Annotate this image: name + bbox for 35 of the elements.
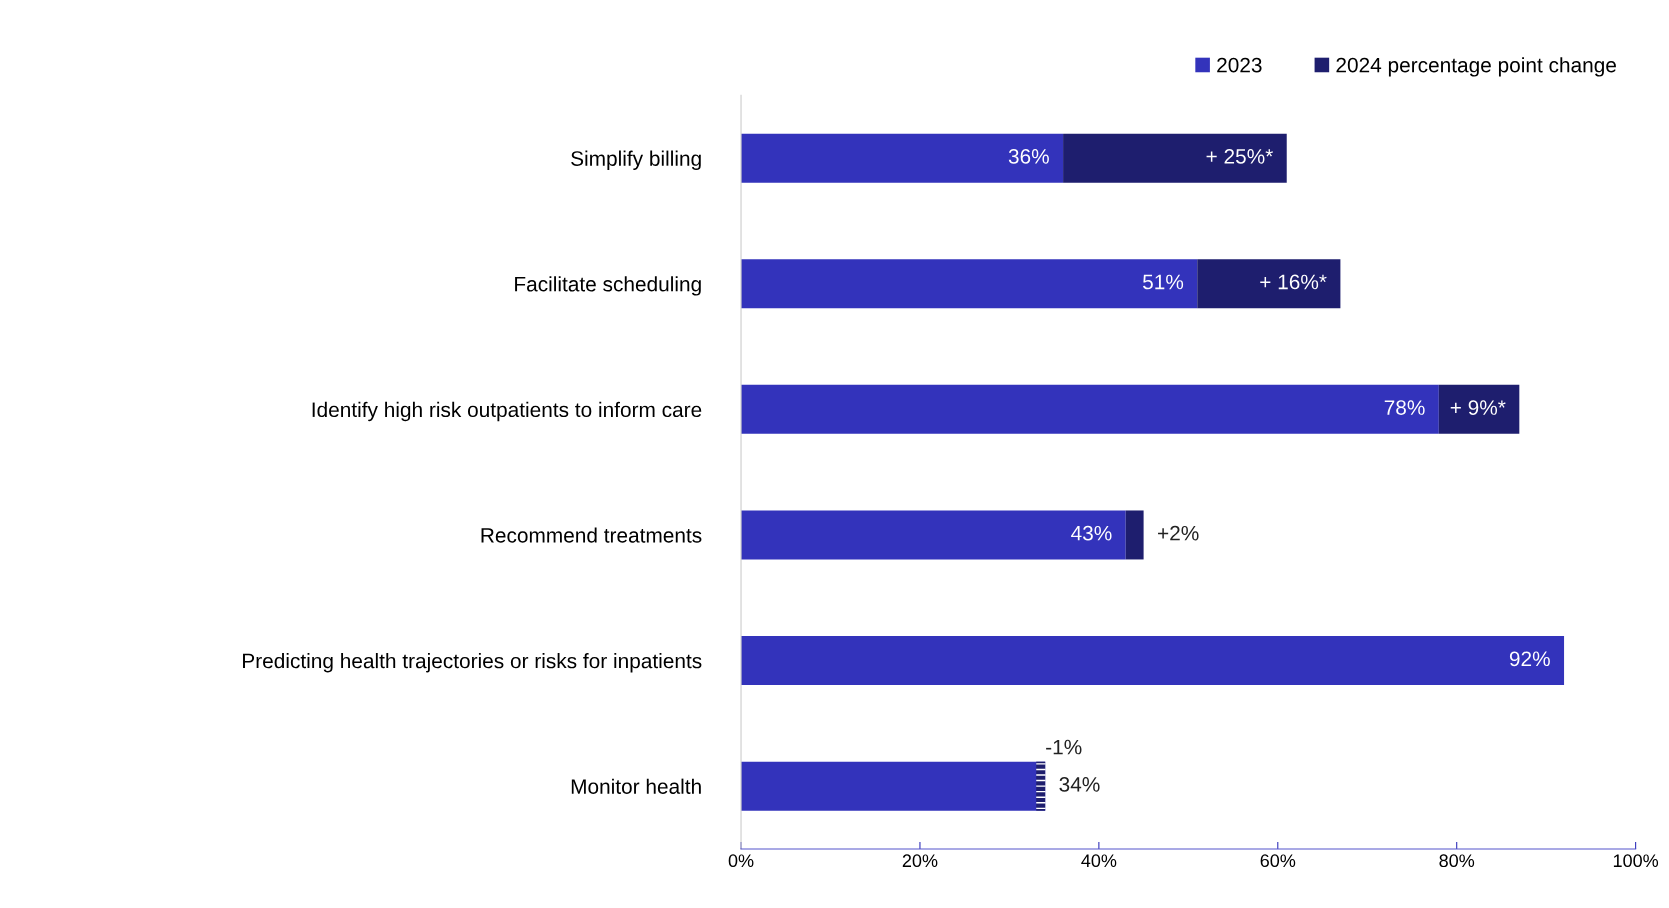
x-tick-label: 60%: [1260, 854, 1296, 868]
data-label: 43%: [1071, 525, 1112, 541]
y-tick-label: Facilitate scheduling: [515, 276, 701, 296]
bar: [741, 259, 1198, 309]
bar: [1125, 510, 1144, 560]
data-label: 34%: [1059, 777, 1100, 792]
x-tick-label: 20%: [902, 854, 938, 868]
legend-label: 2023: [1217, 57, 1262, 73]
bar: [741, 133, 1064, 183]
data-label: 92%: [1509, 651, 1550, 667]
y-tick-label: Simplify billing: [571, 150, 701, 171]
y-tick-label: Recommend treatments: [481, 527, 702, 543]
legend-label: 2024 percentage point change: [1336, 57, 1616, 77]
data-label: 78%: [1384, 400, 1425, 415]
bar: [1197, 259, 1341, 309]
data-label: + 16%*: [1260, 274, 1327, 290]
x-tick-label: 100%: [1613, 854, 1659, 868]
bar: [1036, 761, 1046, 811]
y-tick-label: Predicting health trajectories or risks for inpatients: [243, 653, 702, 673]
data-label: -1%: [1046, 739, 1082, 755]
bar: [741, 510, 1126, 560]
data-label: + 9%*: [1450, 400, 1506, 415]
bar: [1438, 384, 1520, 434]
bar: [1063, 133, 1287, 183]
y-tick-label: Monitor health: [571, 778, 701, 794]
bar: [741, 384, 1439, 434]
data-label: 51%: [1142, 274, 1184, 290]
y-tick-label: Identify high risk outpatients to inform care: [312, 401, 702, 422]
bar: [741, 636, 1565, 686]
data-label: 36%: [1008, 148, 1049, 164]
x-tick-label: 0%: [728, 854, 754, 868]
x-tick-label: 40%: [1081, 854, 1117, 868]
x-tick-label: 80%: [1439, 854, 1475, 868]
data-label: +2%: [1158, 525, 1199, 541]
data-label: + 25%*: [1206, 148, 1273, 164]
